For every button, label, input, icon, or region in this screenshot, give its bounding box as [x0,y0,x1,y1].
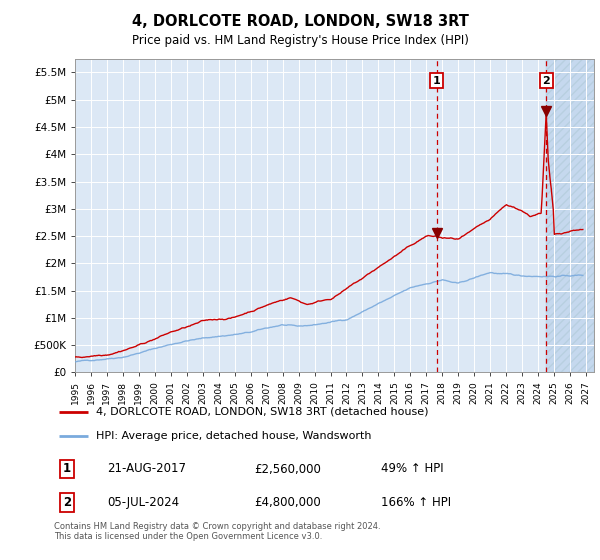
Text: 49% ↑ HPI: 49% ↑ HPI [382,463,444,475]
Text: Contains HM Land Registry data © Crown copyright and database right 2024.
This d: Contains HM Land Registry data © Crown c… [54,522,380,542]
Text: 21-AUG-2017: 21-AUG-2017 [107,463,186,475]
Text: 2: 2 [542,76,550,86]
Bar [546,59,594,372]
Text: 4, DORLCOTE ROAD, LONDON, SW18 3RT: 4, DORLCOTE ROAD, LONDON, SW18 3RT [131,14,469,29]
Text: 05-JUL-2024: 05-JUL-2024 [107,496,179,509]
Text: 4, DORLCOTE ROAD, LONDON, SW18 3RT (detached house): 4, DORLCOTE ROAD, LONDON, SW18 3RT (deta… [96,407,429,417]
Text: 1: 1 [63,463,71,475]
Text: £4,800,000: £4,800,000 [254,496,322,509]
Text: 1: 1 [433,76,440,86]
Text: £2,560,000: £2,560,000 [254,463,322,475]
Text: 2: 2 [63,496,71,509]
Text: HPI: Average price, detached house, Wandsworth: HPI: Average price, detached house, Wand… [96,431,372,441]
Text: 166% ↑ HPI: 166% ↑ HPI [382,496,451,509]
Text: Price paid vs. HM Land Registry's House Price Index (HPI): Price paid vs. HM Land Registry's House … [131,34,469,46]
